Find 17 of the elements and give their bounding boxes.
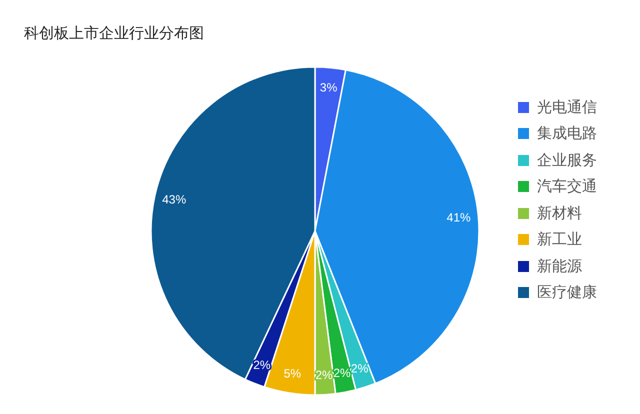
legend-label: 光电通信 xyxy=(537,98,597,117)
data-label: 2% xyxy=(253,358,271,372)
legend-label: 新能源 xyxy=(537,256,582,276)
data-label: 2% xyxy=(350,361,369,376)
data-label: 2% xyxy=(315,368,334,382)
legend-label: 集成电路 xyxy=(537,124,597,144)
data-label: 3% xyxy=(320,80,338,94)
data-label: 43% xyxy=(162,192,186,207)
chart-title: 科创板上市企业行业分布图 xyxy=(24,24,204,43)
legend-label: 医疗健康 xyxy=(537,283,597,302)
legend-label: 新材料 xyxy=(537,204,582,223)
legend-label: 企业服务 xyxy=(537,150,597,170)
data-label: 41% xyxy=(446,210,472,224)
data-label: 5% xyxy=(284,366,302,381)
data-label: 2% xyxy=(333,366,352,380)
legend-label: 新工业 xyxy=(537,230,582,250)
legend-label: 汽车交通 xyxy=(537,177,597,196)
